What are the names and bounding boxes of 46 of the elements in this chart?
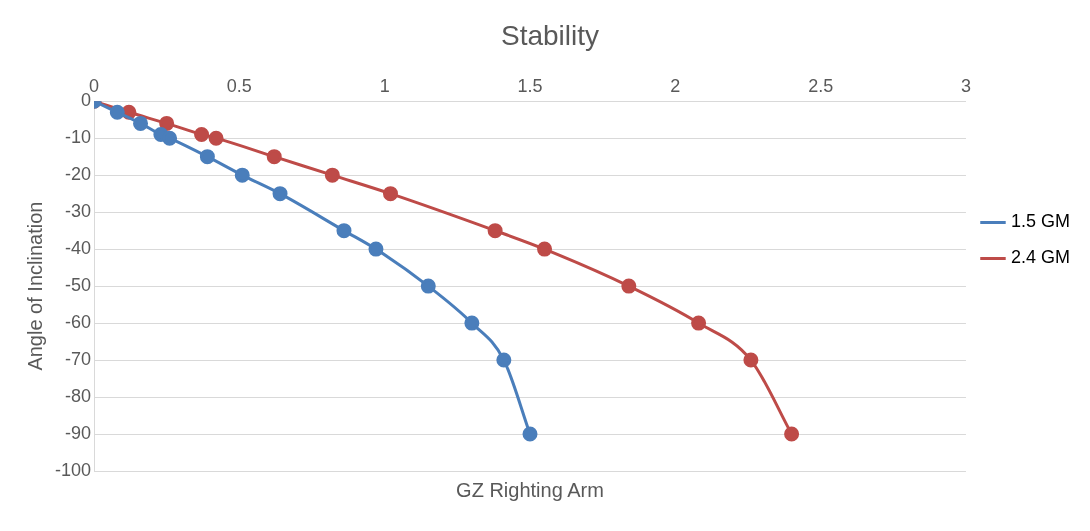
y-tick-label: -80 — [65, 386, 92, 407]
x-tick-label: 0.5 — [226, 76, 252, 97]
y-tick-label: -100 — [55, 459, 92, 480]
point — [272, 186, 288, 202]
point — [194, 126, 210, 142]
point — [234, 167, 250, 183]
point — [266, 149, 282, 165]
legend-label: 2.4 GM — [1010, 247, 1071, 268]
point — [537, 241, 553, 257]
x-axis-title: GZ Righting Arm — [456, 478, 604, 501]
point — [522, 426, 538, 442]
point — [324, 167, 340, 183]
y-tick-label: 0 — [81, 90, 92, 111]
point — [162, 130, 178, 146]
y-tick-label: -10 — [65, 127, 92, 148]
point — [199, 149, 215, 165]
y-tick-label: -20 — [65, 164, 92, 185]
legend-label: 1.5 GM — [1010, 211, 1071, 232]
point — [368, 241, 384, 257]
point — [487, 223, 503, 239]
point — [208, 130, 224, 146]
point — [336, 223, 352, 239]
point — [382, 186, 398, 202]
y-tick-label: -90 — [65, 422, 92, 443]
x-tick-label: 2.5 — [808, 76, 834, 97]
point — [464, 315, 480, 331]
y-tick-label: -40 — [65, 238, 92, 259]
y-tick-label: -30 — [65, 201, 92, 222]
y-tick-label: -60 — [65, 312, 92, 333]
x-tick-label: 2 — [670, 76, 681, 97]
x-tick-label: 3 — [960, 76, 971, 97]
chart-title: Stability — [500, 19, 600, 51]
point — [420, 278, 436, 294]
y-tick-label: -50 — [65, 275, 92, 296]
y-axis-title: Angle of Inclination — [23, 201, 46, 371]
point — [159, 115, 175, 131]
point — [133, 115, 149, 131]
x-tick-label: 1.5 — [517, 76, 543, 97]
point — [743, 352, 759, 368]
point — [496, 352, 512, 368]
point — [691, 315, 707, 331]
point — [621, 278, 637, 294]
point — [784, 426, 800, 442]
y-tick-label: -70 — [65, 349, 92, 370]
point — [109, 104, 125, 120]
x-tick-label: 1 — [379, 76, 390, 97]
